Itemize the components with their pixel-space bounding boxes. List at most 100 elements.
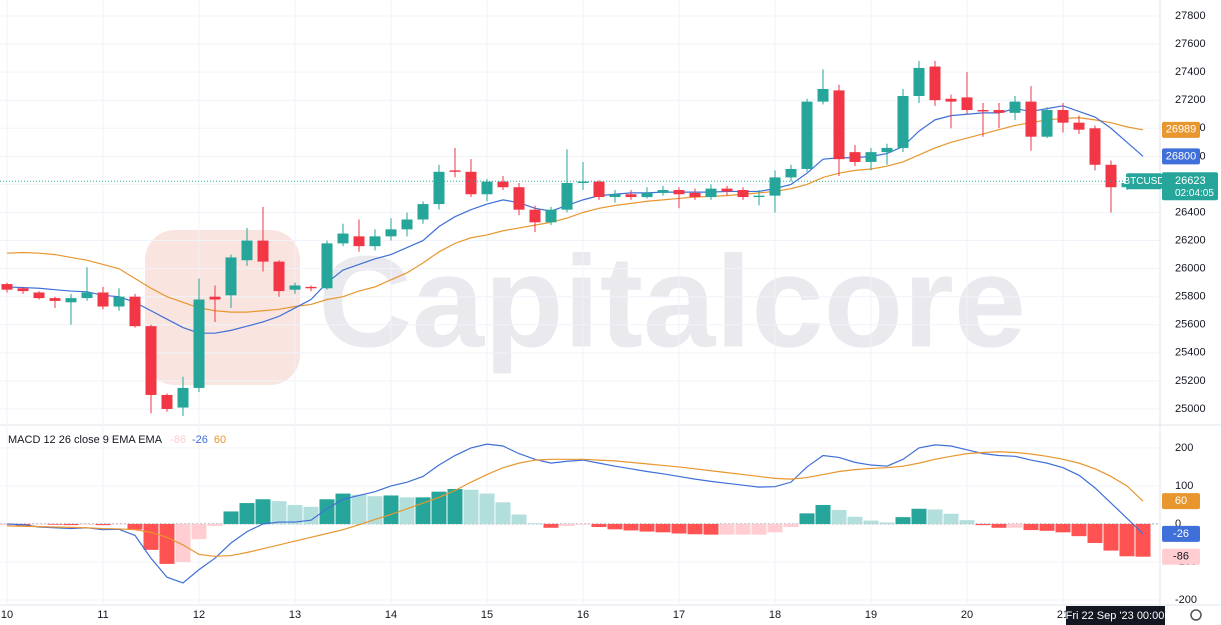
price-badge-label: 26800: [1166, 150, 1197, 162]
candle-body: [545, 209, 557, 223]
indicator-value: 60: [214, 434, 226, 446]
histogram-bar: [1103, 523, 1119, 551]
candle-body: [1025, 101, 1037, 137]
histogram-bar: [719, 523, 735, 535]
macd-line: [6, 451, 1144, 557]
y-tick-label: 27800: [1175, 10, 1206, 22]
candle-body: [993, 110, 1005, 113]
y-tick-label: 26000: [1175, 263, 1206, 275]
candle-body: [721, 188, 733, 192]
histogram-bar: [287, 504, 303, 524]
histogram-bar: [911, 508, 927, 524]
candle-body: [161, 394, 173, 409]
histogram-bar: [1071, 523, 1087, 537]
candle-body: [33, 292, 45, 299]
x-tick-label: 18: [769, 609, 781, 621]
candle-body: [1073, 122, 1085, 130]
x-tick-label: 20: [961, 609, 973, 621]
candle-body: [1009, 101, 1021, 113]
settings-icon[interactable]: [1190, 609, 1202, 621]
y-tick-label: 26200: [1175, 234, 1206, 246]
candle-body: [257, 240, 269, 262]
histogram-bar: [79, 523, 95, 525]
watermark: Capitalcore: [318, 228, 1026, 374]
candle-body: [49, 298, 61, 301]
histogram-bar: [863, 520, 879, 524]
y-tick-label: 25600: [1175, 319, 1206, 331]
candle-body: [177, 387, 189, 408]
histogram-bar: [815, 504, 831, 524]
candle-body: [193, 299, 205, 388]
histogram-bar: [351, 494, 367, 524]
histogram-bar: [399, 497, 415, 524]
y-tick-label: 25000: [1175, 403, 1206, 415]
candle-body: [913, 67, 925, 96]
candle-body: [609, 194, 621, 198]
candle-body: [929, 66, 941, 101]
price-badge-label: 26989: [1166, 124, 1197, 136]
histogram-bar: [95, 523, 111, 526]
histogram-bar: [239, 503, 255, 524]
candle-body: [465, 171, 477, 195]
histogram-bar: [1087, 523, 1103, 544]
candle-body: [961, 97, 973, 111]
candle-body: [1, 284, 13, 290]
histogram-bar: [47, 523, 63, 525]
x-tick-label: 17: [673, 609, 685, 621]
histogram-bar: [975, 523, 991, 526]
candle-body: [305, 286, 317, 289]
y-tick-label: 100: [1175, 480, 1193, 492]
candle-body: [145, 326, 157, 395]
histogram-bar: [479, 493, 495, 524]
histogram-bar: [559, 523, 575, 526]
histogram-bar: [191, 523, 207, 540]
x-tick-label: 16: [577, 609, 589, 621]
histogram-bar: [431, 491, 447, 524]
histogram-bar: [495, 502, 511, 524]
y-tick-label: -200: [1175, 594, 1197, 606]
candle-body: [353, 236, 365, 247]
candle-body: [17, 288, 29, 292]
price-badge: [1162, 548, 1200, 565]
candle-body: [1057, 110, 1069, 123]
candle-body: [705, 188, 717, 198]
histogram-bar: [223, 511, 239, 524]
candle-body: [497, 181, 509, 188]
histogram-bar: [255, 499, 271, 524]
histogram-bar: [143, 523, 159, 550]
histogram-bar: [63, 523, 79, 526]
histogram-bar: [687, 523, 703, 535]
candle-body: [417, 204, 429, 220]
price-badge: [1162, 493, 1200, 510]
histogram-bar: [511, 514, 527, 524]
histogram-bar: [655, 523, 671, 533]
x-tick-label: 14: [385, 609, 397, 621]
candle-body: [529, 209, 541, 223]
price-badge-label: -86: [1173, 551, 1189, 563]
candle-body: [289, 285, 301, 290]
histogram-bar: [463, 489, 479, 524]
candle-body: [833, 90, 845, 160]
candle-body: [337, 233, 349, 244]
y-tick-label: 25800: [1175, 291, 1206, 303]
y-tick-label: 27200: [1175, 94, 1206, 106]
histogram-bar: [927, 509, 943, 524]
candle-body: [753, 195, 765, 198]
candle-body: [593, 181, 605, 198]
histogram-bar: [639, 523, 655, 532]
candle-body: [977, 110, 989, 112]
symbol-label: BTCUSD: [1123, 176, 1164, 187]
candle-body: [849, 152, 861, 162]
histogram-bar: [767, 523, 783, 533]
histogram-bar: [1119, 523, 1135, 557]
candle-body: [737, 190, 749, 198]
histogram-bar: [127, 523, 143, 530]
histogram-bar: [319, 499, 335, 524]
histogram-bar: [1055, 523, 1071, 533]
candle-body: [801, 101, 813, 169]
x-tick-label: 13: [289, 609, 301, 621]
candle-body: [657, 190, 669, 193]
y-tick-label: 26400: [1175, 206, 1206, 218]
price-badge-label: 60: [1175, 495, 1187, 507]
candle-body: [385, 229, 397, 237]
